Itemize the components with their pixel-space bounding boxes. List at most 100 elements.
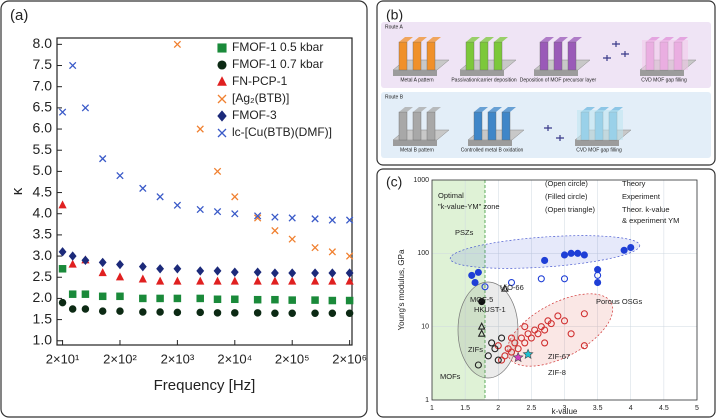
molecule-icon [621, 51, 629, 57]
data-point [98, 292, 107, 301]
data-point [345, 216, 354, 224]
data-point [474, 268, 482, 276]
step-label: Controlled metal B oxidation [461, 147, 524, 153]
data-point [534, 330, 542, 338]
data-point [68, 290, 77, 298]
data-point [498, 334, 506, 342]
data-point [139, 294, 147, 303]
data-point [81, 255, 90, 266]
data-point [288, 235, 296, 243]
data-point [345, 252, 354, 260]
legend-label: [Ag₂(BTB)] [232, 91, 289, 105]
data-point [213, 276, 222, 285]
data-point [98, 307, 107, 315]
data-point [156, 193, 164, 201]
pattern-line [398, 41, 408, 71]
data-point [494, 356, 502, 364]
data-point [253, 309, 262, 317]
data-point [81, 104, 90, 112]
pattern-line [493, 41, 503, 71]
x-tick-label: 2.5 [527, 405, 537, 412]
step-label: Metal B pattern [400, 147, 434, 153]
data-point [560, 275, 569, 283]
y-tick-label: 1.0 [33, 331, 53, 347]
data-point [501, 352, 509, 360]
molecule-icon [544, 125, 552, 131]
pattern-top [466, 37, 480, 42]
data-point [478, 298, 486, 306]
data-point [253, 276, 262, 285]
pattern-top [427, 37, 441, 42]
data-point [230, 276, 239, 285]
data-point [196, 294, 204, 303]
data-point [271, 213, 279, 221]
data-point [500, 283, 509, 292]
annotation: Theory [622, 179, 646, 188]
data-point [481, 283, 489, 291]
panel-label: (b) [386, 7, 403, 23]
data-point [517, 334, 525, 342]
data-point [345, 309, 354, 317]
data-point [253, 267, 262, 277]
data-point [231, 309, 239, 317]
data-point [116, 259, 124, 270]
substrate-side [393, 70, 437, 76]
data-point [156, 264, 165, 274]
data-point [311, 268, 319, 278]
y-tick-label: 4.5 [33, 183, 53, 199]
data-point [511, 339, 519, 347]
data-point [620, 246, 628, 254]
route-name: Route A [385, 24, 403, 30]
step-label: Passivation/carrier deposition [451, 77, 517, 83]
pattern-line [398, 111, 408, 141]
data-point [139, 308, 147, 316]
x-tick-label: 2×10¹ [46, 351, 80, 366]
data-point [567, 249, 575, 257]
y-tick-label: 1000 [413, 177, 429, 184]
data-point [231, 193, 239, 201]
pattern-line [567, 41, 577, 71]
data-point [213, 266, 222, 276]
annotation: "k-value-YM" zone [438, 202, 500, 211]
y-tick-label: 4.0 [33, 204, 53, 220]
data-point [288, 214, 296, 222]
data-point [213, 295, 222, 304]
legend-marker [217, 76, 227, 86]
data-point [627, 243, 635, 252]
y-tick-label: 1 [425, 397, 429, 404]
legend-label: lc-[Cu(BTB)(DMF)] [232, 125, 332, 139]
data-point [594, 278, 602, 287]
x-axis-label: Frequency [Hz] [154, 377, 256, 394]
data-point [468, 271, 476, 279]
pattern-top [427, 107, 441, 112]
legend-marker [217, 60, 227, 70]
data-point [311, 243, 319, 252]
data-point [547, 320, 555, 328]
data-point [173, 201, 182, 209]
pattern-top [413, 107, 427, 112]
legend-marker [217, 43, 227, 53]
data-point [173, 276, 182, 285]
data-point [310, 276, 320, 285]
annotation: MOFs [440, 372, 461, 381]
data-point [99, 155, 107, 163]
y-axis-label: Young's modulus, GPa [397, 249, 406, 330]
data-point [311, 296, 319, 304]
substrate-side [534, 70, 578, 76]
data-point [58, 108, 67, 116]
data-point [328, 276, 337, 285]
data-point [139, 184, 147, 192]
y-tick-label: 1.5 [33, 310, 53, 326]
data-point [116, 292, 124, 301]
data-point [270, 276, 280, 285]
data-point [156, 308, 164, 316]
annotation: PSZs [455, 228, 474, 237]
data-point [271, 295, 279, 304]
annotation: ZIFs [468, 345, 483, 354]
pattern-top [399, 107, 413, 112]
data-point [491, 345, 499, 353]
data-point [58, 200, 67, 209]
y-tick-label: 8.0 [33, 35, 53, 51]
x-tick-label: 1.5 [460, 405, 470, 412]
legend-marker [217, 94, 227, 104]
